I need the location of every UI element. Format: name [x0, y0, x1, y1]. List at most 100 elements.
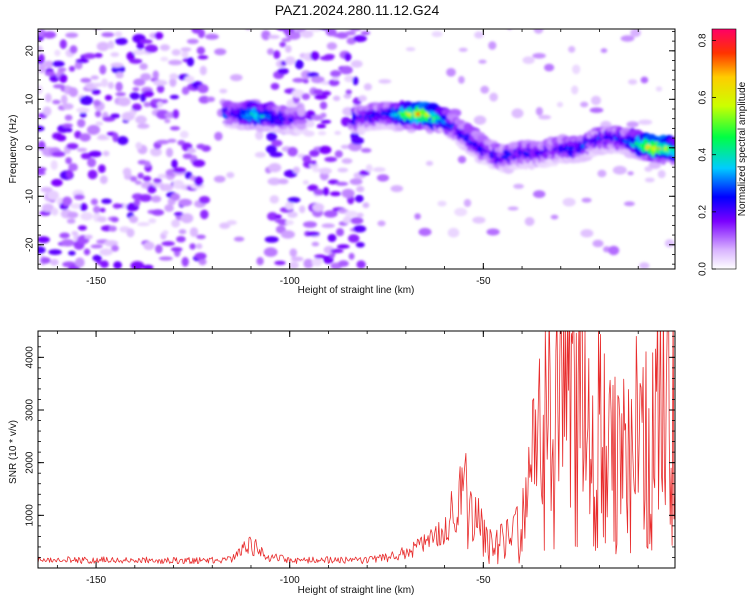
spectrogram-cell — [91, 89, 101, 95]
spectrogram-cell — [71, 231, 79, 236]
spectrogram-cell — [319, 101, 328, 110]
spectrogram-cell — [115, 81, 123, 92]
spectrogram-cell — [38, 170, 46, 176]
spectrogram-cell — [131, 103, 142, 111]
spectrogram-cell — [170, 247, 183, 252]
spectrogram-x-ticks: -150 -100 -50 — [56, 29, 639, 287]
spectrogram-cell — [184, 75, 195, 83]
spectrogram-cell — [198, 196, 211, 204]
spectrogram-cell — [638, 119, 653, 125]
spectrogram-cell — [267, 34, 280, 39]
spectrogram-cell — [38, 236, 50, 244]
spectrogram-cell — [101, 32, 115, 38]
spectrogram-cell — [80, 203, 88, 212]
spectrogram-cell — [164, 118, 171, 124]
spectrogram-cell — [140, 73, 152, 81]
spectrogram-cell — [319, 167, 332, 175]
spectrogram-cell — [147, 185, 157, 194]
snr-series-line — [38, 331, 675, 565]
spectrogram-cell — [62, 196, 73, 207]
spectrogram-cell — [196, 143, 206, 150]
spectrogram-cell — [342, 216, 352, 224]
spectrogram-cell — [172, 109, 180, 119]
spectrogram-cell — [507, 206, 519, 211]
spectrogram-cell — [285, 220, 294, 226]
spectrogram-cell — [197, 29, 205, 39]
spectrogram-cell — [326, 42, 338, 50]
spectrogram-cell — [68, 87, 78, 98]
spectrogram-cell — [38, 63, 46, 74]
spectrogram-cell — [153, 178, 162, 184]
spectrogram-cell — [336, 244, 350, 249]
spectrogram-cell — [314, 254, 327, 259]
spectrogram-cell — [376, 174, 390, 182]
spectrogram-cell — [219, 222, 231, 229]
spectrogram-cell — [324, 156, 338, 163]
spectrogram-cell — [74, 61, 83, 70]
spectrogram-cell — [538, 114, 552, 120]
spectrogram-cell — [82, 53, 97, 59]
spectrogram-cell — [348, 234, 360, 243]
spectrogram-cell — [197, 55, 209, 60]
spectrogram-cell — [378, 79, 392, 84]
spectrogram-cell — [285, 201, 294, 211]
spectrogram-cell — [532, 53, 546, 59]
spectrogram-cell — [133, 78, 146, 86]
colorbar-tick-label: 0.6 — [698, 90, 709, 104]
spectrogram-cell — [301, 93, 310, 100]
spectrogram-cell — [261, 30, 271, 41]
spectrogram-cell — [323, 210, 338, 218]
spectrogram-cell — [66, 143, 79, 150]
spectrogram-cell — [269, 151, 283, 158]
spectrogram-cell — [83, 248, 91, 256]
spectrogram-cell — [169, 73, 178, 80]
spectrogram-cell — [112, 203, 122, 209]
spectrogram-cell — [186, 38, 199, 45]
spectrogram-cell — [196, 46, 206, 55]
spectrogram-cell — [139, 63, 148, 70]
spectrogram-cell — [107, 40, 115, 49]
spectrogram-field — [38, 29, 675, 269]
spectrogram-cell — [115, 71, 124, 79]
colorbar-tick-label: 0.4 — [698, 147, 709, 161]
spectrogram-cell — [41, 203, 54, 213]
spectrogram-cell — [281, 37, 292, 42]
spectrogram-cell — [137, 172, 144, 179]
spectrogram-cell — [73, 194, 85, 201]
spectrogram-cell — [137, 123, 150, 129]
spectrogram-cell — [113, 261, 122, 269]
spectrogram-cell — [328, 79, 340, 87]
spectrogram-cell — [135, 115, 147, 124]
spectrogram-cell — [77, 225, 87, 231]
spectrogram-cell — [189, 227, 199, 238]
spectrogram-cell — [431, 31, 443, 38]
spectrogram-cell — [176, 236, 186, 243]
spectrogram-cell — [310, 160, 317, 165]
spectrogram-cell — [226, 172, 235, 179]
spectrogram-cell — [360, 31, 371, 36]
spectrogram-cell — [59, 74, 68, 83]
spectrogram-cell — [488, 41, 497, 50]
spectrogram-cell — [269, 195, 279, 204]
spectrogram-cell — [66, 218, 76, 224]
spectrogram-cell — [589, 107, 604, 113]
spectrogram-cell — [152, 70, 159, 80]
spectrogram-cell — [319, 145, 332, 155]
spectrogram-cell — [508, 29, 512, 30]
spectrogram-cell — [214, 48, 227, 56]
spectrogram-cell — [550, 214, 559, 220]
spectrogram-cell — [316, 123, 327, 129]
spectrogram-cell — [132, 87, 140, 92]
spectrogram-cell — [198, 95, 210, 104]
spectrogram-cell — [305, 119, 315, 128]
spectrogram-cell — [186, 57, 195, 67]
spectrogram-cell — [297, 106, 306, 117]
spectrogram-cell — [271, 139, 283, 147]
spectrogram-cell — [590, 95, 602, 106]
spectrogram-cell — [344, 31, 356, 36]
spectrogram-cell — [54, 49, 61, 57]
spectrogram-cell — [98, 164, 106, 173]
x-tick-label: -100 — [280, 276, 300, 287]
spectrogram-cell — [180, 47, 192, 52]
spectrogram-cell — [373, 167, 386, 173]
